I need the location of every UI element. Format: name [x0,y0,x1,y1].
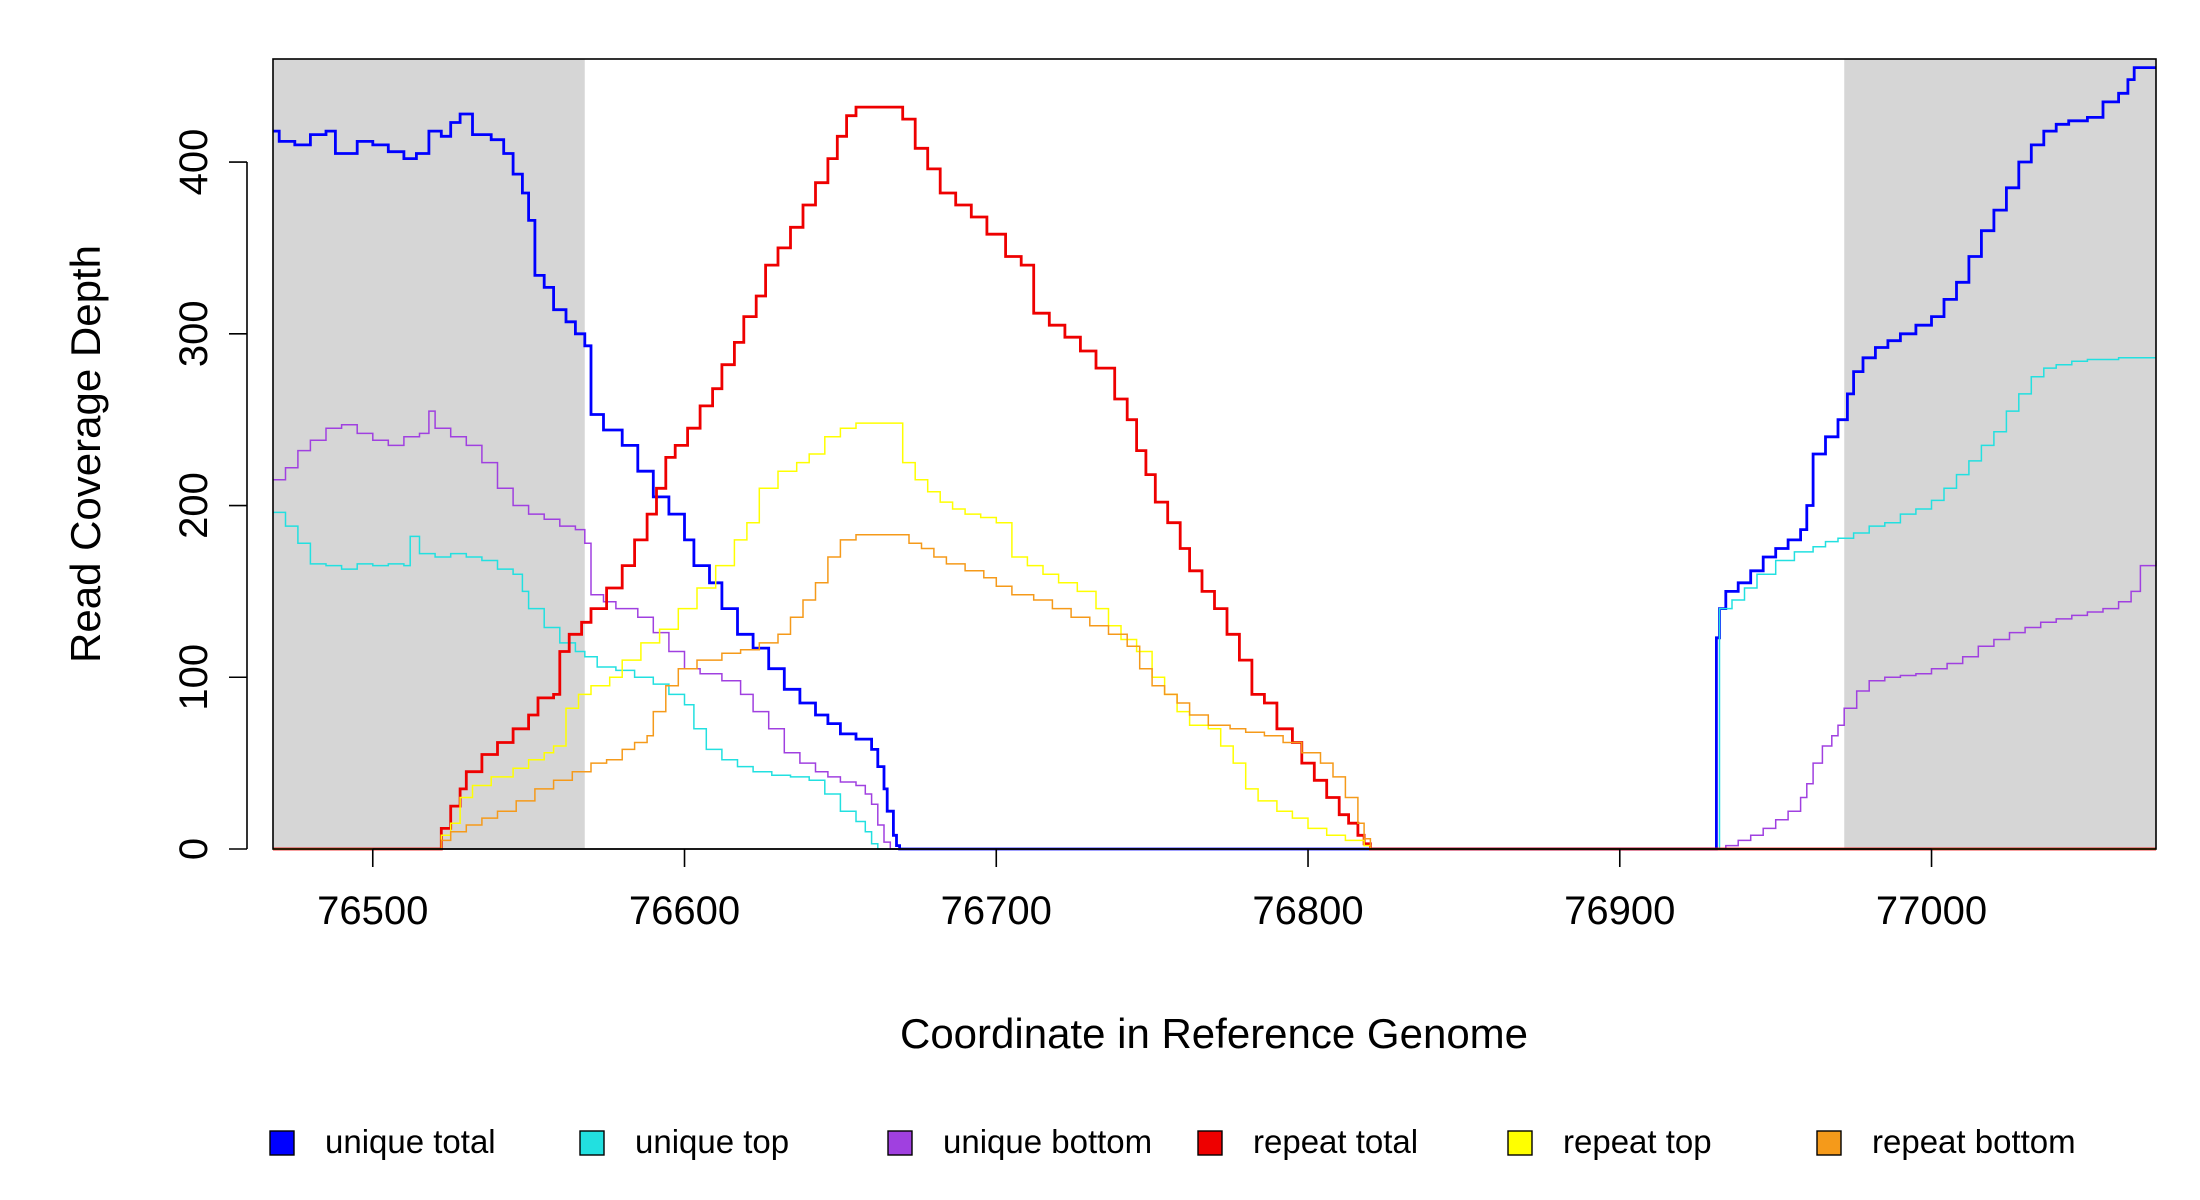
y-tick-label: 0 [172,838,216,860]
legend-item: unique total [269,1123,496,1160]
series-line-unique-bottom [273,410,2157,850]
shaded-regions [273,59,2156,849]
legend-swatch [269,1130,295,1156]
y-axis-label: Read Coverage Depth [62,245,109,663]
x-tick-label: 77000 [1876,889,1987,933]
legend-item: repeat total [1197,1123,1418,1160]
legend-label: repeat bottom [1872,1123,2076,1160]
y-tick-label: 100 [172,644,216,711]
series-line-repeat-bottom [273,533,2156,850]
legend-label: unique top [635,1123,789,1160]
legend-item: unique top [579,1123,789,1160]
y-tick-label: 400 [172,129,216,196]
y-tick-label: 300 [172,300,216,367]
x-axis-label: Coordinate in Reference Genome [900,1010,1528,1057]
series-line-repeat-top [273,422,2156,850]
x-axis: 76500 76600 76700 76800 76900 77000 [317,848,1987,933]
legend-swatch [579,1130,605,1156]
x-tick-label: 76800 [1252,889,1363,933]
y-tick-label: 200 [172,472,216,539]
legend-item: repeat top [1507,1123,1712,1160]
series-line-repeat-total [273,105,2156,851]
legend-swatch [1507,1130,1533,1156]
series-line-unique-top [273,357,2156,850]
x-tick-label: 76600 [629,889,740,933]
legend: unique total unique top unique bottom repea… [269,1123,2076,1160]
legend-item: unique bottom [887,1123,1152,1160]
shaded-region-1 [1844,59,2156,849]
legend-swatch [887,1130,913,1156]
legend-label: repeat top [1563,1123,1712,1160]
legend-swatch [1197,1130,1223,1156]
legend-label: repeat total [1253,1123,1418,1160]
legend-item: repeat bottom [1816,1123,2076,1160]
legend-swatch [1816,1130,1842,1156]
legend-label: unique bottom [943,1123,1152,1160]
shaded-region-0 [273,59,585,849]
y-axis: 0 100 200 300 400 [172,129,248,860]
x-tick-label: 76500 [317,889,428,933]
legend-label: unique total [325,1123,496,1160]
series-lines [273,66,2157,851]
series-line-unique-total [273,66,2156,851]
x-tick-label: 76900 [1564,889,1675,933]
x-tick-label: 76700 [941,889,1052,933]
